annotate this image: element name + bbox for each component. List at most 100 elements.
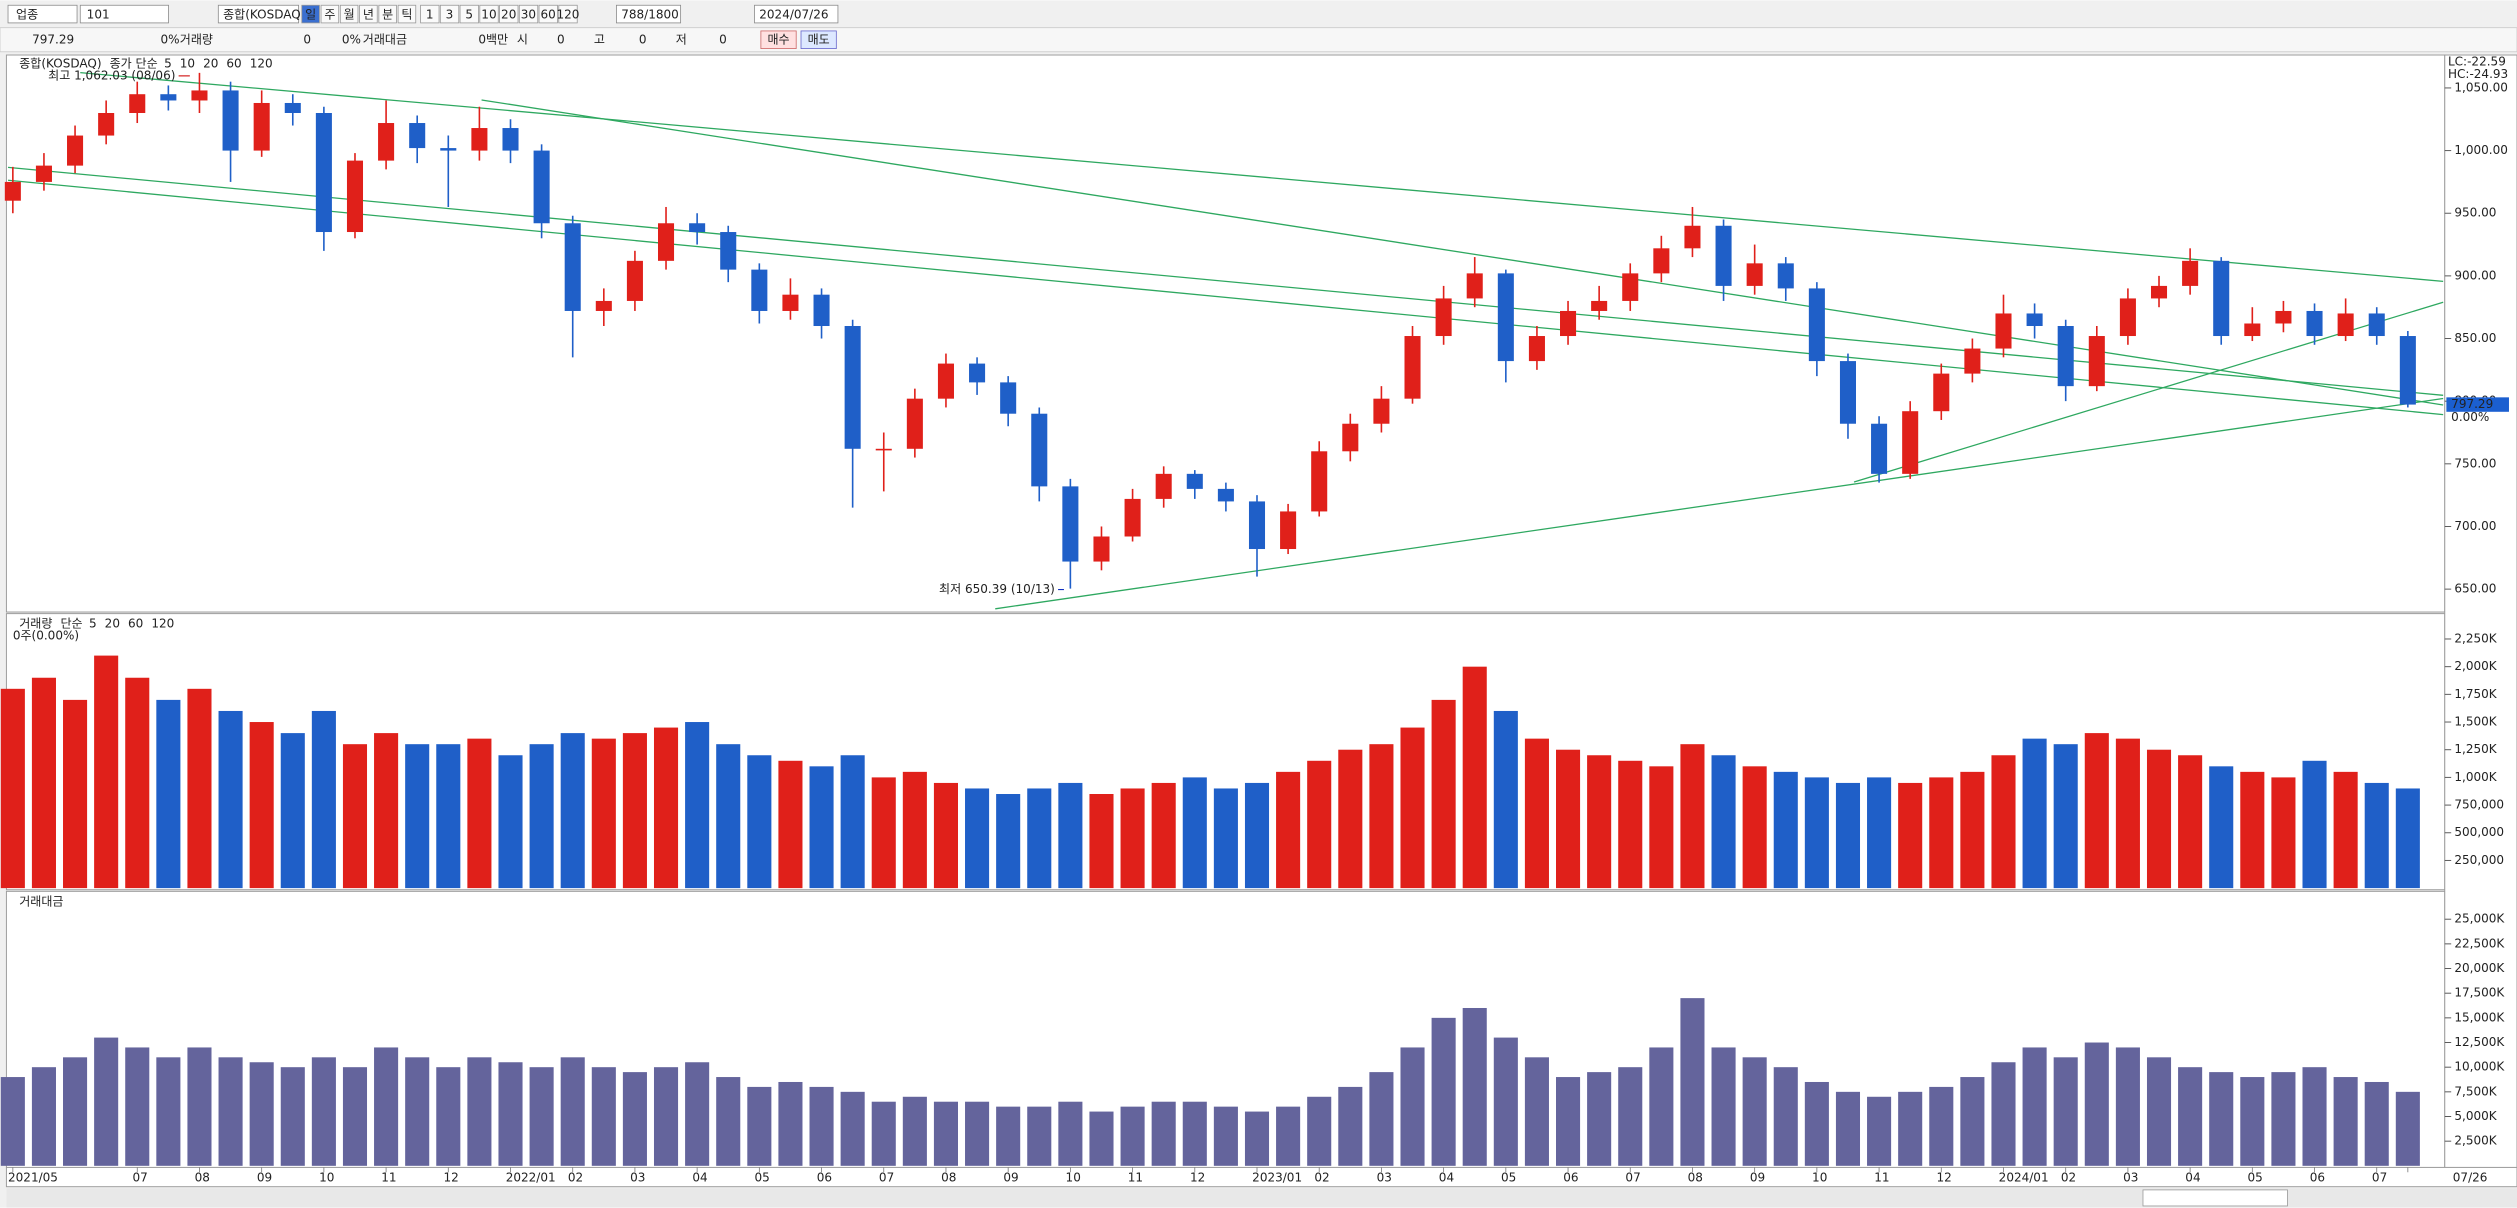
- interval-button[interactable]: [518, 4, 539, 24]
- date-input[interactable]: 2024/07/26: [759, 7, 828, 21]
- ma-period: 120: [250, 56, 273, 70]
- buy-label[interactable]: 매수: [767, 32, 789, 46]
- market-select[interactable]: 업종: [16, 7, 38, 21]
- bar: [685, 1062, 710, 1166]
- x-tick-label: 11: [381, 1170, 396, 1184]
- candle-body: [1964, 348, 1981, 374]
- interval-label[interactable]: 30: [521, 7, 536, 21]
- scrollbar[interactable]: [6, 1188, 2517, 1208]
- candle-body: [2150, 285, 2168, 299]
- sell-button[interactable]: [800, 30, 837, 49]
- period-button[interactable]: [359, 4, 378, 24]
- interval-button[interactable]: [538, 4, 558, 24]
- input-box[interactable]: [217, 4, 299, 24]
- candle-body: [657, 223, 675, 261]
- buy-button[interactable]: [760, 30, 797, 49]
- x-tick-label: 10: [1812, 1170, 1827, 1184]
- index-name[interactable]: 종합(KOSDAQ): [223, 7, 305, 21]
- input-box[interactable]: [616, 4, 682, 24]
- bar: [1058, 1101, 1083, 1166]
- bar: [1524, 738, 1549, 889]
- x-tick-label: 09: [1003, 1170, 1018, 1184]
- bar: [467, 1057, 492, 1166]
- period-label[interactable]: 주: [324, 7, 335, 21]
- period-button[interactable]: [301, 4, 320, 24]
- period-label[interactable]: 분: [382, 7, 393, 21]
- interval-label[interactable]: 120: [556, 7, 579, 21]
- sell-label[interactable]: 매도: [808, 32, 830, 46]
- bar: [1338, 1086, 1363, 1166]
- period-button[interactable]: [397, 4, 417, 24]
- period-button[interactable]: [320, 4, 340, 24]
- bar: [1804, 1081, 1829, 1166]
- candle-body: [1186, 473, 1203, 489]
- ma-period: 20: [203, 56, 218, 70]
- lc-note: LC:-22.59: [2448, 55, 2506, 69]
- bar: [809, 1086, 834, 1166]
- interval-label[interactable]: 20: [501, 7, 516, 21]
- period-label[interactable]: 일: [305, 7, 316, 21]
- candle-body: [1902, 411, 1919, 474]
- interval-button[interactable]: [439, 4, 460, 24]
- bar: [2115, 1047, 2140, 1166]
- interval-label[interactable]: 10: [481, 7, 496, 21]
- candle-body: [1373, 398, 1390, 424]
- bar: [1867, 777, 1892, 889]
- bar: [747, 1086, 772, 1166]
- y-tick-label: 900.00: [2454, 268, 2496, 282]
- y-tick-label: 750,000: [2454, 798, 2504, 812]
- candle-body: [1871, 423, 1888, 474]
- candle-body: [1995, 313, 2012, 349]
- ma-period: 20: [105, 617, 120, 631]
- candle-body: [2306, 310, 2323, 337]
- bar: [1929, 1086, 1954, 1166]
- bar: [94, 655, 119, 889]
- candle-body: [1808, 288, 1825, 362]
- interval-button[interactable]: [558, 4, 578, 24]
- period-button[interactable]: [378, 4, 397, 24]
- interval-button[interactable]: [420, 4, 440, 24]
- period-label[interactable]: 년: [363, 7, 374, 21]
- candle-body: [720, 232, 737, 270]
- input-box[interactable]: [754, 4, 839, 24]
- interval-button[interactable]: [459, 4, 479, 24]
- trend-line: [7, 179, 2444, 416]
- bar: [2395, 1091, 2420, 1166]
- bar: [1244, 782, 1270, 889]
- scroll-thumb[interactable]: [2142, 1189, 2288, 1207]
- interval-button[interactable]: [499, 4, 519, 24]
- bar: [2084, 733, 2109, 889]
- candle-body: [2182, 260, 2199, 286]
- x-tick-label: 10: [1066, 1170, 1081, 1184]
- period-label[interactable]: 월: [344, 7, 355, 21]
- candle-body: [1093, 536, 1110, 562]
- bar: [1431, 699, 1456, 889]
- candle-body: [782, 294, 799, 311]
- interval-label[interactable]: 5: [465, 7, 473, 21]
- candle-body: [1715, 225, 1732, 286]
- candle-body: [98, 112, 115, 136]
- candle-body: [253, 102, 270, 151]
- y-tick-label: 1,000.00: [2454, 143, 2508, 157]
- bar: [716, 744, 741, 889]
- interval-label[interactable]: 1: [426, 7, 434, 21]
- code-input[interactable]: 101: [87, 7, 110, 21]
- bar: [218, 1057, 243, 1166]
- candle-body: [1933, 373, 1950, 412]
- candle-body: [1466, 273, 1483, 299]
- period-label[interactable]: 틱: [401, 7, 412, 21]
- x-tick-label: 07: [1625, 1170, 1640, 1184]
- candle-body: [1311, 451, 1328, 512]
- quote-change2: 0%: [342, 32, 361, 46]
- interval-label[interactable]: 3: [446, 7, 454, 21]
- candle-body: [813, 294, 830, 327]
- bar: [902, 771, 927, 889]
- candle-body: [1591, 300, 1608, 311]
- bar: [529, 744, 554, 889]
- interval-button[interactable]: [479, 4, 499, 24]
- y-tick-label: 500,000: [2454, 825, 2504, 839]
- interval-label[interactable]: 60: [541, 7, 556, 21]
- period-button[interactable]: [339, 4, 359, 24]
- input-box[interactable]: [7, 4, 78, 24]
- input-box[interactable]: [79, 4, 169, 24]
